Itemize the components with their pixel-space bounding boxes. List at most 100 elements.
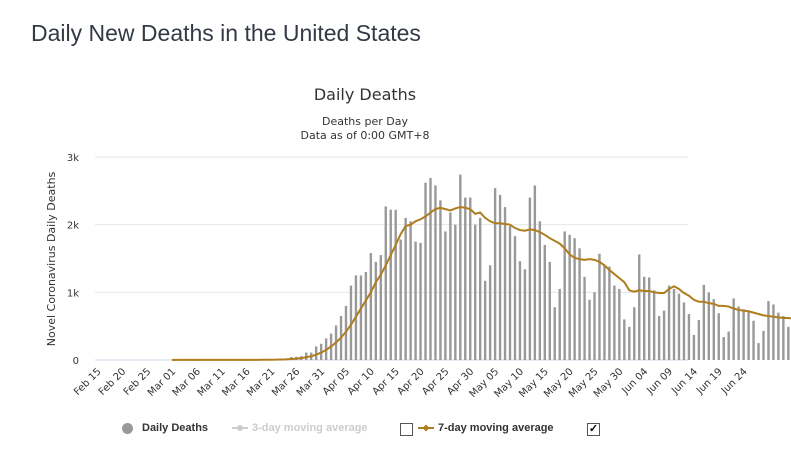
bar [772, 304, 775, 360]
bar [409, 221, 412, 360]
bar [503, 207, 507, 360]
circle-marker-icon [122, 422, 133, 434]
bar [379, 255, 382, 360]
bar [498, 194, 502, 360]
bar [593, 292, 596, 360]
bar [444, 231, 447, 360]
bar [568, 234, 571, 360]
bar [757, 343, 760, 360]
bar [434, 185, 437, 360]
bar [478, 217, 482, 360]
bar [737, 306, 740, 360]
bar [474, 224, 477, 360]
bar [762, 330, 765, 360]
bar [528, 197, 532, 360]
bar [752, 320, 755, 360]
bar [707, 292, 711, 360]
chart-subtitle-line-2: Data as of 0:00 GMT+8 [301, 129, 430, 142]
bar [777, 312, 780, 360]
y-tick-label: 3k [67, 153, 79, 164]
line-marker-icon [418, 424, 434, 432]
bar [399, 239, 402, 360]
bar-series [175, 174, 790, 360]
bar [573, 238, 576, 360]
x-tick-label: Jun 19 [694, 366, 725, 397]
bar [717, 313, 720, 360]
y-tick-labels: 0 1k 2k 3k [67, 153, 79, 367]
bar [553, 307, 556, 360]
y-axis-label: Novel Coronavirus Daily Deaths [45, 171, 58, 346]
bar [742, 309, 745, 360]
legend-label-7day-average: 7-day moving average [438, 422, 554, 434]
bar [508, 226, 512, 360]
x-tick-label: Apr 25 [420, 366, 451, 397]
bar [464, 197, 467, 360]
bar [493, 188, 497, 360]
moving-average-7-line [172, 206, 791, 361]
legend-item-daily-deaths[interactable]: Daily Deaths [122, 417, 208, 439]
x-tick-label: Apr 10 [346, 366, 377, 397]
bar [454, 224, 457, 360]
bar [633, 307, 636, 360]
bar [613, 285, 616, 360]
checkbox-7day-average[interactable]: ✓ [587, 423, 600, 436]
bar [682, 302, 686, 360]
bar [677, 293, 681, 360]
bar [359, 275, 363, 360]
bar [384, 206, 387, 360]
x-tick-label: Jun 24 [719, 366, 750, 397]
legend-item-7day-average[interactable]: 7-day moving average [418, 417, 554, 439]
bar [623, 319, 626, 360]
bar [469, 197, 472, 360]
bar [488, 265, 492, 360]
bar [672, 288, 676, 360]
chart-title: Daily Deaths [314, 85, 416, 104]
bar [459, 174, 462, 360]
bar [314, 346, 318, 360]
bar [419, 242, 422, 360]
bar [667, 285, 671, 360]
legend-label-3day-average: 3-day moving average [252, 422, 368, 434]
bar [389, 209, 392, 360]
x-tick-label: Jun 04 [620, 366, 651, 397]
chart-subtitle-line-1: Deaths per Day [322, 115, 408, 128]
bar [439, 200, 442, 360]
bar [558, 288, 561, 360]
bar [513, 236, 517, 360]
y-tick-label: 1k [67, 288, 79, 299]
bar [732, 298, 735, 360]
bar [394, 209, 397, 360]
bar [369, 253, 373, 360]
bar [638, 254, 641, 360]
bar [563, 231, 566, 360]
bar [548, 261, 551, 360]
bar [349, 285, 353, 360]
bar [414, 241, 417, 360]
bar [647, 277, 651, 360]
y-tick-label: 0 [73, 356, 79, 367]
bar [692, 334, 696, 360]
page-title: Daily New Deaths in the United States [31, 20, 421, 46]
bar [538, 221, 542, 360]
legend: Daily Deaths 3-day moving average 7-day … [0, 417, 791, 441]
legend-item-3day-average[interactable]: 3-day moving average [232, 417, 368, 439]
bar [404, 217, 407, 360]
bar [747, 311, 750, 360]
checkbox-3day-average[interactable] [400, 423, 413, 436]
bar [782, 316, 785, 360]
bar [449, 212, 452, 360]
check-icon: ✓ [588, 423, 599, 435]
bar [722, 336, 725, 360]
bar [643, 276, 646, 360]
bar [652, 290, 656, 360]
bar [374, 261, 378, 360]
bar [424, 182, 427, 360]
x-tick-label: Apr 15 [371, 366, 402, 397]
bar [697, 320, 701, 360]
bar [543, 244, 546, 360]
bar [429, 177, 432, 360]
y-tick-label: 2k [67, 221, 79, 232]
bar [518, 261, 522, 360]
bar [618, 288, 621, 360]
